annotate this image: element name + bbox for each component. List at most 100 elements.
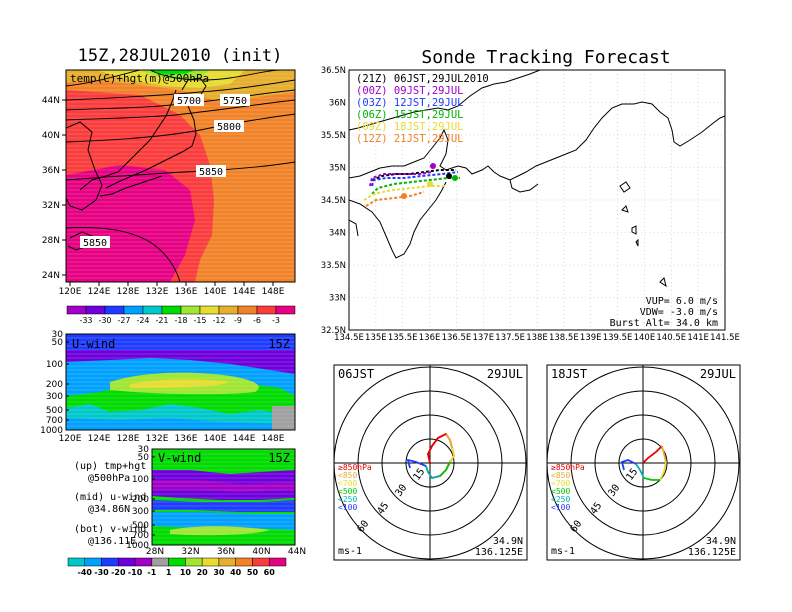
contour-label: 5850 bbox=[199, 167, 223, 178]
track-12z bbox=[365, 191, 425, 207]
colorbar-swatch bbox=[134, 557, 153, 567]
y-tick-label: 35.5N bbox=[321, 131, 346, 141]
colorbar-swatch bbox=[235, 557, 253, 567]
map-x-axis: 120E 124E 128E 132E 136E 140E 144E 148E bbox=[59, 282, 285, 297]
y-tick-label: 300 bbox=[46, 392, 63, 402]
map-title: 15Z,28JUL2010 (init) bbox=[78, 46, 283, 66]
y-tick-label: 44N bbox=[42, 96, 60, 106]
x-tick-label: 135E bbox=[365, 333, 387, 343]
x-tick-label: 141E bbox=[687, 333, 709, 343]
hodograph-date: 29JUL bbox=[487, 367, 523, 381]
x-tick-label: 141.5E bbox=[710, 333, 740, 343]
colorbar-swatch bbox=[252, 557, 270, 567]
colorbar-label: -20 bbox=[111, 568, 126, 577]
colorbar-swatch bbox=[142, 305, 163, 315]
y-tick-label: 500 bbox=[132, 521, 149, 531]
level-legend-entry: <250 bbox=[551, 495, 570, 504]
vup-text: VUP= 6.0 m/s bbox=[646, 296, 718, 307]
y-tick-label: 100 bbox=[46, 360, 63, 370]
x-tick-label: 140E bbox=[634, 333, 656, 343]
v-wind-x-axis: 28N 32N 36N 40N 44N bbox=[146, 547, 306, 557]
x-tick-label: 140E bbox=[204, 287, 227, 297]
x-tick-label: 44N bbox=[288, 547, 306, 557]
colorbar-label: 60 bbox=[264, 568, 276, 577]
colorbar-swatch bbox=[168, 557, 186, 567]
hodograph-lon: 136.125E bbox=[688, 547, 736, 558]
y-tick-label: 32N bbox=[42, 201, 60, 211]
ring-label: 60 bbox=[568, 519, 584, 535]
y-tick-label: 300 bbox=[132, 507, 149, 517]
x-tick-label: 124E bbox=[88, 434, 111, 444]
level-legend-entry: <700 bbox=[551, 479, 570, 488]
contour-label: 5750 bbox=[223, 96, 247, 107]
y-tick-label: 700 bbox=[46, 416, 63, 426]
burst-point bbox=[401, 193, 407, 199]
v-wind-field bbox=[152, 449, 295, 545]
x-tick-label: 140E bbox=[204, 434, 227, 444]
hodograph-time: 06JST bbox=[338, 367, 374, 381]
colorbar-swatch bbox=[268, 557, 287, 567]
y-tick-label: 50 bbox=[52, 338, 64, 348]
note-bot-line1: (bot) v-wind bbox=[74, 524, 146, 535]
track-06z bbox=[371, 177, 460, 195]
legend-entry: (06Z) 15JST,29JUL bbox=[356, 109, 463, 121]
panel-notes: (up) tmp+hgt @500hPa (mid) u-wind @34.86… bbox=[74, 461, 146, 547]
colorbar-swatch bbox=[199, 305, 220, 315]
x-tick-label: 132E bbox=[146, 287, 169, 297]
x-tick-label: 140.5E bbox=[656, 333, 686, 343]
level-legend-entry: <250 bbox=[338, 495, 357, 504]
colorbar-label: -12 bbox=[212, 316, 225, 325]
y-tick-label: 35N bbox=[329, 164, 346, 174]
colorbar-label: -6 bbox=[253, 316, 261, 325]
colorbar-label: 1 bbox=[166, 568, 172, 577]
note-mid-line2: @34.86N bbox=[88, 504, 130, 515]
colorbar-swatch bbox=[123, 305, 144, 315]
x-tick-label: 144E bbox=[233, 287, 256, 297]
temperature-map-panel: 15Z,28JUL2010 (init) bbox=[42, 46, 296, 325]
map-y-axis: 44N 40N 36N 32N 28N 24N bbox=[42, 96, 66, 281]
y-tick-label: 1000 bbox=[126, 541, 149, 551]
legend-entry: (03Z) 12JST,29JUL bbox=[356, 97, 463, 109]
y-tick-label: 33N bbox=[329, 294, 346, 304]
x-tick-label: 32N bbox=[181, 547, 199, 557]
colorbar-label: 50 bbox=[247, 568, 259, 577]
note-up-line1: (up) tmp+hgt bbox=[74, 461, 146, 472]
tracking-title: Sonde Tracking Forecast bbox=[421, 47, 670, 68]
x-tick-label: 137E bbox=[472, 333, 494, 343]
colorbar-swatch bbox=[67, 557, 86, 567]
hodograph-level-legend: ≥850hPa<850<700<500<250<100 bbox=[338, 463, 372, 512]
colorbar-label: -27 bbox=[117, 316, 130, 325]
colorbar-swatch bbox=[201, 557, 220, 567]
colorbar-swatch bbox=[104, 305, 125, 315]
wind-colorbar: -40 -30 -20 -10 -1 1 10 20 30 40 50 60 bbox=[67, 557, 287, 577]
hodograph-date: 29JUL bbox=[700, 367, 736, 381]
y-tick-label: 500 bbox=[46, 406, 63, 416]
x-tick-label: 139E bbox=[580, 333, 602, 343]
colorbar-label: -24 bbox=[136, 316, 149, 325]
colorbar-swatch bbox=[180, 305, 201, 315]
colorbar-label: -1 bbox=[147, 568, 156, 577]
colorbar-swatch bbox=[237, 305, 258, 315]
colorbar-swatch bbox=[151, 557, 169, 567]
colorbar-label: -15 bbox=[193, 316, 206, 325]
colorbar-label: -33 bbox=[79, 316, 92, 325]
coastline-north bbox=[349, 70, 541, 131]
y-tick-label: 24N bbox=[42, 271, 60, 281]
x-tick-label: 139.5E bbox=[603, 333, 633, 343]
x-tick-label: 136E bbox=[175, 434, 198, 444]
ring-label: 60 bbox=[355, 519, 371, 535]
hodograph-trace bbox=[642, 445, 663, 464]
y-tick-label: 34.5N bbox=[321, 196, 346, 206]
v-wind-title: V-wind bbox=[158, 451, 201, 465]
x-tick-label: 136E bbox=[175, 287, 198, 297]
level-legend-entry: <100 bbox=[551, 503, 570, 512]
tracking-map bbox=[349, 70, 725, 288]
level-legend-entry: <700 bbox=[338, 479, 357, 488]
colorbar-swatch bbox=[218, 305, 239, 315]
level-legend-entry: <850 bbox=[551, 471, 570, 480]
hodograph-06jst: 06JST 29JUL 15 30 45 60 ≥850hPa<850<700<… bbox=[333, 364, 528, 561]
x-tick-label: 137.5E bbox=[495, 333, 525, 343]
x-tick-label: 120E bbox=[59, 287, 82, 297]
